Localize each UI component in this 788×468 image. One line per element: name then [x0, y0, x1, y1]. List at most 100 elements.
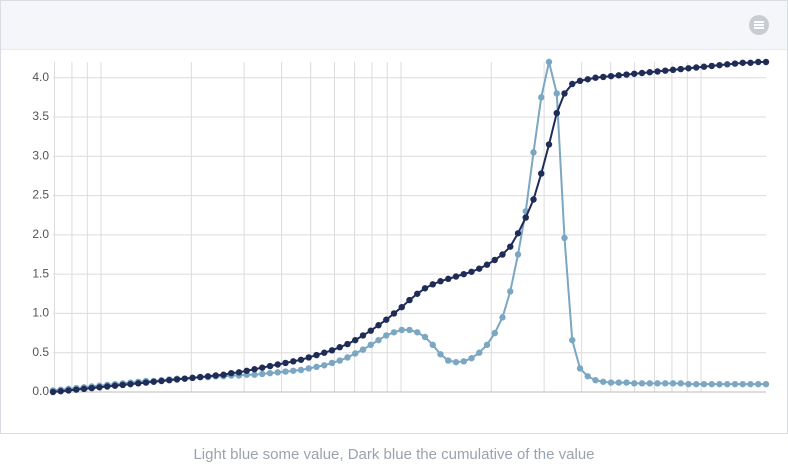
- point: [491, 256, 498, 264]
- point: [445, 357, 452, 364]
- point: [483, 261, 491, 268]
- point: [251, 366, 258, 373]
- point: [49, 388, 57, 396]
- point: [181, 375, 188, 382]
- point: [305, 365, 312, 372]
- point: [305, 354, 312, 361]
- point: [235, 369, 243, 376]
- point: [530, 149, 537, 156]
- menu-button[interactable]: [749, 15, 769, 35]
- point: [375, 322, 382, 329]
- point: [623, 71, 630, 78]
- point: [553, 109, 560, 117]
- point: [367, 327, 374, 334]
- point: [755, 380, 762, 388]
- point: [321, 362, 328, 369]
- point: [390, 310, 398, 317]
- point: [669, 66, 677, 74]
- point: [398, 303, 405, 311]
- point: [507, 288, 514, 295]
- point: [631, 70, 638, 77]
- point: [638, 69, 646, 77]
- chart-card: 0.0 0.5 1.0 1.5 2.0 2.5 3.0 3.5 4.0: [0, 0, 788, 434]
- point: [290, 367, 297, 374]
- point: [724, 380, 731, 388]
- point: [243, 367, 250, 374]
- point: [414, 290, 421, 297]
- y-tick-label: 2.0: [32, 227, 49, 241]
- point: [344, 340, 351, 348]
- point: [762, 380, 770, 388]
- series-line: [52, 61, 766, 392]
- point: [259, 364, 266, 371]
- point: [677, 380, 684, 387]
- point: [452, 273, 460, 280]
- point: [522, 214, 529, 221]
- y-tick-label: 0.0: [32, 384, 49, 398]
- point: [96, 384, 103, 391]
- point: [313, 351, 320, 359]
- point: [592, 74, 599, 81]
- point: [383, 332, 390, 339]
- point: [576, 365, 584, 372]
- point: [414, 329, 421, 336]
- point: [700, 380, 708, 388]
- point: [669, 380, 677, 387]
- point: [313, 363, 320, 371]
- point: [367, 341, 374, 349]
- point: [755, 58, 762, 66]
- point: [623, 379, 630, 386]
- point: [731, 380, 739, 388]
- point: [646, 380, 653, 387]
- point: [452, 358, 460, 366]
- point: [421, 285, 429, 292]
- point: [514, 230, 522, 237]
- point: [57, 388, 64, 395]
- point: [189, 374, 196, 382]
- point: [716, 380, 723, 388]
- point: [166, 377, 173, 384]
- point: [359, 332, 367, 339]
- point: [607, 379, 615, 386]
- point: [545, 58, 553, 66]
- point: [576, 77, 584, 85]
- point: [73, 386, 80, 393]
- point: [638, 380, 646, 387]
- point: [282, 368, 289, 375]
- point: [584, 373, 591, 380]
- y-tick-label: 2.5: [32, 188, 49, 202]
- point: [212, 372, 219, 379]
- point: [266, 362, 274, 370]
- y-tick-label: 1.0: [32, 306, 49, 320]
- y-tick-label: 3.0: [32, 148, 49, 162]
- point: [662, 67, 669, 74]
- point: [445, 275, 452, 283]
- point: [677, 65, 684, 73]
- point: [530, 196, 537, 203]
- point: [483, 341, 491, 349]
- point: [460, 270, 467, 278]
- point: [561, 90, 568, 97]
- caption: Light blue some value, Dark blue the cum…: [193, 446, 595, 463]
- point: [545, 141, 553, 148]
- point: [437, 278, 444, 285]
- point: [150, 378, 157, 385]
- point: [406, 326, 413, 334]
- point: [731, 60, 739, 67]
- point: [88, 384, 95, 392]
- point: [685, 380, 692, 388]
- point: [406, 296, 413, 304]
- point: [119, 381, 126, 389]
- point: [514, 251, 522, 258]
- point: [344, 354, 351, 361]
- point: [538, 94, 545, 101]
- point: [429, 341, 436, 349]
- point: [290, 358, 297, 365]
- point: [592, 377, 599, 384]
- point: [747, 59, 754, 66]
- point: [398, 326, 405, 334]
- toolbar: [1, 1, 787, 50]
- point: [747, 380, 754, 388]
- point: [336, 357, 343, 364]
